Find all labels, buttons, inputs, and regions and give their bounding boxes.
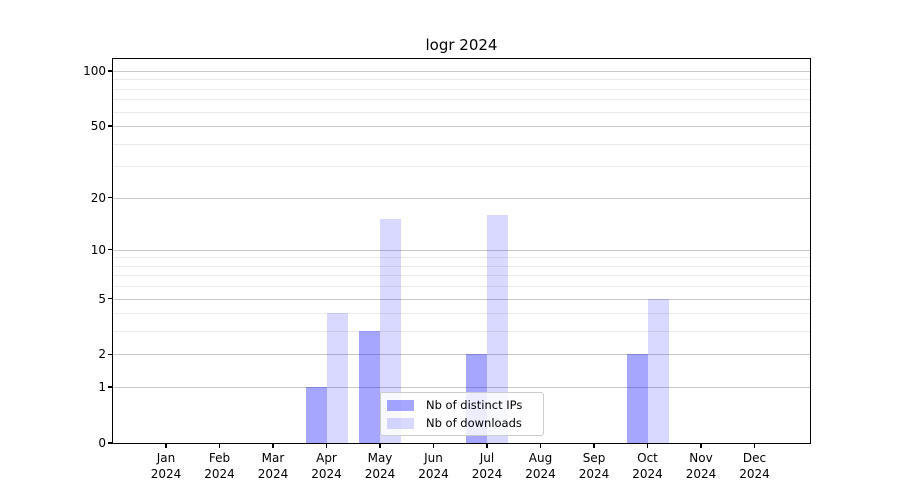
gridline-major-20 xyxy=(113,197,810,199)
y-tick-label-0: 0 xyxy=(98,436,106,450)
x-tick-label-dec: Dec 2024 xyxy=(739,451,770,481)
y-tick-mark-50 xyxy=(108,125,113,127)
legend-item-distinct-ips: Nb of distinct IPs xyxy=(387,398,537,412)
bar-downloads-apr xyxy=(326,313,348,443)
x-tick-label-mar: Mar 2024 xyxy=(257,451,289,481)
x-tick-label-nov: Nov 2024 xyxy=(685,451,717,481)
x-tick-mark-mar xyxy=(272,443,274,448)
y-tick-label-20: 20 xyxy=(90,190,106,205)
y-tick-label-5: 5 xyxy=(98,291,106,306)
gridline-major-2 xyxy=(113,354,810,356)
y-tick-label-1: 1 xyxy=(98,380,106,395)
legend-item-downloads: Nb of downloads xyxy=(387,416,537,430)
gridline-minor-9 xyxy=(113,257,810,259)
x-tick-label-aug: Aug 2024 xyxy=(525,451,556,481)
gridline-major-50 xyxy=(113,126,810,127)
gridline-major-10 xyxy=(113,249,810,251)
gridline-minor-40 xyxy=(113,143,810,145)
gridline-minor-80 xyxy=(113,88,810,90)
x-tick-label-jul: Jul 2024 xyxy=(471,451,503,481)
bar-downloads-oct xyxy=(647,298,669,443)
legend-label-distinct-ips: Nb of distinct IPs xyxy=(426,398,523,412)
gridline-minor-60 xyxy=(113,111,810,113)
gridline-minor-4 xyxy=(113,313,810,315)
y-tick-mark-100 xyxy=(108,70,113,72)
y-tick-mark-5 xyxy=(108,297,113,300)
gridline-minor-6 xyxy=(113,286,810,288)
gridline-minor-3 xyxy=(113,331,810,333)
bar-distinct-ips-oct xyxy=(626,354,648,443)
x-tick-mark-apr xyxy=(325,443,328,448)
bar-downloads-may xyxy=(380,219,401,443)
gridline-minor-8 xyxy=(113,265,810,267)
x-tick-label-feb: Feb 2024 xyxy=(204,451,235,481)
legend: Nb of distinct IPs Nb of downloads xyxy=(380,392,544,436)
x-tick-label-jun: Jun 2024 xyxy=(418,451,449,481)
x-tick-label-sep: Sep 2024 xyxy=(578,451,610,481)
y-tick-mark-20 xyxy=(108,196,113,199)
plot-frame xyxy=(112,58,811,444)
gridline-minor-7 xyxy=(113,275,810,277)
x-tick-mark-jul xyxy=(486,443,488,448)
chart-title: logr 2024 xyxy=(425,36,498,54)
y-tick-mark-2 xyxy=(108,353,113,356)
x-tick-mark-oct xyxy=(646,443,649,448)
bar-distinct-ips-may xyxy=(359,331,380,443)
x-tick-mark-jan xyxy=(165,443,167,448)
legend-swatch-distinct-ips-icon xyxy=(387,399,414,411)
gridline-minor-70 xyxy=(113,99,810,101)
x-tick-mark-feb xyxy=(218,443,221,448)
gridline-major-1 xyxy=(113,387,810,389)
y-tick-mark-0 xyxy=(108,442,113,444)
x-tick-label-may: May 2024 xyxy=(364,451,396,481)
x-tick-mark-nov xyxy=(700,443,702,448)
gridline-major-100 xyxy=(113,70,810,72)
y-tick-label-50: 50 xyxy=(90,119,106,133)
x-tick-mark-aug xyxy=(539,443,542,448)
legend-label-downloads: Nb of downloads xyxy=(426,416,522,430)
x-tick-mark-sep xyxy=(593,443,595,448)
y-tick-label-100: 100 xyxy=(83,63,106,78)
bar-distinct-ips-apr xyxy=(305,387,327,443)
gridline-minor-30 xyxy=(113,166,810,168)
bar-downloads-jul xyxy=(487,214,508,443)
legend-swatch-downloads-icon xyxy=(387,417,414,429)
x-tick-label-apr: Apr 2024 xyxy=(311,451,342,481)
x-tick-mark-dec xyxy=(753,443,756,448)
x-tick-mark-jun xyxy=(432,443,435,448)
gridline-major-5 xyxy=(113,298,810,300)
gridline-minor-90 xyxy=(113,79,810,81)
x-tick-label-oct: Oct 2024 xyxy=(632,451,663,481)
y-tick-label-10: 10 xyxy=(90,242,106,257)
y-tick-label-2: 2 xyxy=(98,347,106,362)
y-tick-mark-1 xyxy=(108,386,113,388)
x-tick-label-jan: Jan 2024 xyxy=(150,451,182,481)
x-tick-mark-may xyxy=(379,443,381,448)
y-tick-mark-10 xyxy=(108,248,113,251)
